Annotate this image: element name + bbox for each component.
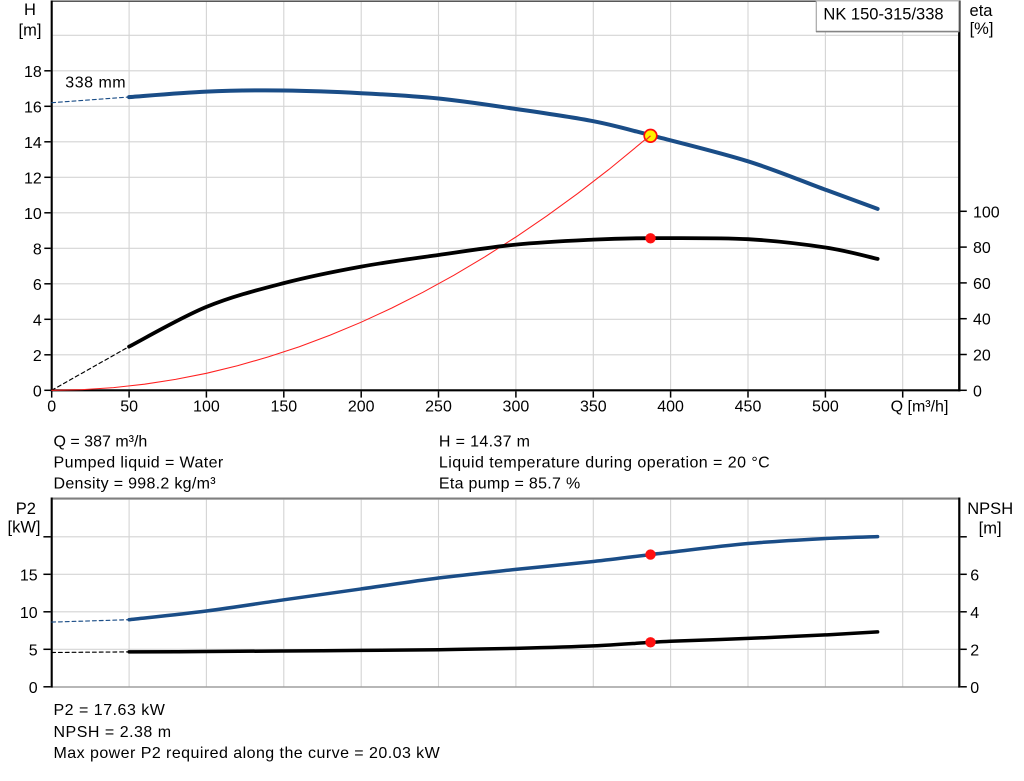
svg-text:16: 16 [24,99,42,116]
svg-text:10: 10 [20,605,38,622]
svg-text:100: 100 [973,204,1000,221]
svg-text:NPSH: NPSH [967,500,1013,518]
svg-text:Q = 387 m³/h: Q = 387 m³/h [54,434,148,451]
svg-text:0: 0 [47,399,56,416]
svg-text:150: 150 [270,399,297,416]
svg-text:18: 18 [24,64,42,81]
svg-text:0: 0 [970,680,979,697]
svg-text:350: 350 [580,399,607,416]
svg-text:4: 4 [33,312,42,329]
svg-text:5: 5 [29,642,38,659]
svg-text:50: 50 [120,399,138,416]
svg-text:500: 500 [812,399,839,416]
svg-text:10: 10 [24,206,42,223]
svg-text:[%]: [%] [970,20,994,38]
svg-text:15: 15 [20,567,38,584]
svg-text:6: 6 [970,567,979,584]
svg-text:eta: eta [970,2,994,20]
svg-text:[m]: [m] [979,520,1002,538]
svg-text:80: 80 [973,240,991,257]
svg-text:P2 = 17.63 kW: P2 = 17.63 kW [54,702,166,719]
svg-text:6: 6 [33,277,42,294]
svg-text:14: 14 [24,135,42,152]
svg-text:60: 60 [973,276,991,293]
svg-text:Q [m³/h]: Q [m³/h] [891,399,949,416]
svg-text:2: 2 [33,348,42,365]
svg-text:338 mm: 338 mm [65,74,126,91]
svg-text:8: 8 [33,241,42,258]
svg-text:Liquid temperature during oper: Liquid temperature during operation = 20… [439,455,770,472]
svg-text:200: 200 [348,399,375,416]
svg-text:400: 400 [657,399,684,416]
svg-text:Density = 998.2 kg/m³: Density = 998.2 kg/m³ [54,475,217,492]
svg-text:450: 450 [735,399,762,416]
svg-text:NPSH = 2.38 m: NPSH = 2.38 m [54,724,172,741]
svg-text:Max power P2 required along th: Max power P2 required along the curve = … [54,745,441,762]
svg-text:4: 4 [970,605,979,622]
svg-text:40: 40 [973,312,991,329]
svg-text:20: 20 [973,348,991,365]
svg-text:H: H [24,1,36,19]
svg-text:0: 0 [29,680,38,697]
svg-text:NK 150-315/338: NK 150-315/338 [823,5,943,23]
svg-text:[m]: [m] [19,22,42,40]
svg-text:Eta pump = 85.7 %: Eta pump = 85.7 % [439,475,581,492]
svg-text:2: 2 [970,642,979,659]
svg-text:Pumped liquid = Water: Pumped liquid = Water [54,455,224,472]
svg-text:[kW]: [kW] [8,519,41,537]
svg-text:0: 0 [33,383,42,400]
svg-text:H = 14.37 m: H = 14.37 m [439,434,530,451]
svg-text:100: 100 [193,399,220,416]
svg-text:300: 300 [503,399,530,416]
svg-text:250: 250 [425,399,452,416]
svg-text:P2: P2 [16,500,36,518]
svg-text:0: 0 [973,383,982,400]
svg-text:12: 12 [24,170,42,187]
